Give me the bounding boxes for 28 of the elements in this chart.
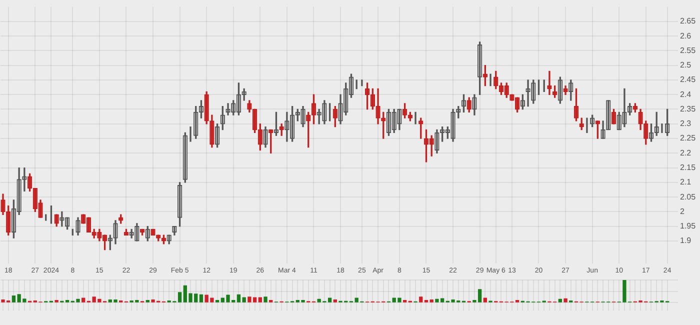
- y-tick-label: 2.1: [680, 178, 692, 187]
- bar: [264, 296, 268, 302]
- y-tick-label: 2.5: [680, 60, 692, 70]
- y-tick-label: 2.6: [680, 31, 692, 40]
- y-tick-label: 2.25: [680, 134, 696, 143]
- bar: [82, 298, 86, 302]
- y-tick-label: 2.65: [680, 16, 696, 26]
- y-tick-label: 2.55: [680, 46, 696, 55]
- y-tick-label: 2.35: [680, 104, 696, 114]
- bar: [333, 300, 337, 302]
- bar: [558, 298, 562, 302]
- y-tick-label: 2.45: [680, 75, 696, 84]
- y-tick-label: 2.2: [680, 148, 692, 158]
- y-tick-label: 2.4: [680, 90, 692, 99]
- bar: [199, 294, 204, 302]
- y-tick-label: 1.95: [680, 222, 696, 231]
- y-tick-label: 1.9: [680, 236, 692, 246]
- bar: [419, 296, 423, 302]
- y-tick-label: 2.15: [680, 162, 696, 172]
- bar: [258, 297, 262, 302]
- y-tick-label: 2.05: [680, 192, 696, 202]
- bar: [483, 298, 487, 302]
- bar: [242, 297, 246, 302]
- bar: [564, 298, 568, 302]
- y-tick-label: 2: [680, 206, 685, 216]
- y-tick-label: 2.3: [680, 119, 692, 128]
- bar: [430, 300, 434, 302]
- bar: [236, 294, 241, 302]
